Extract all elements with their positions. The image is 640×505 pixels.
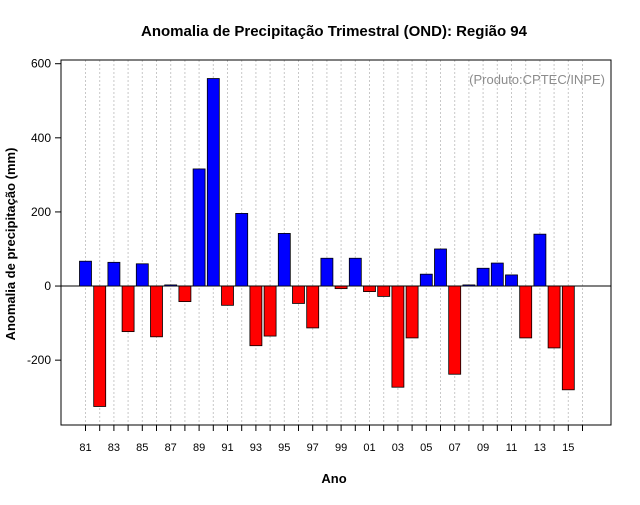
y-axis-title: Anomalia de precipitação (mm) bbox=[3, 148, 18, 341]
bar-91 bbox=[221, 285, 234, 306]
x-tick-label: 93 bbox=[250, 442, 262, 454]
bar-81 bbox=[79, 260, 92, 287]
bar-85 bbox=[135, 263, 149, 287]
bar-87 bbox=[164, 284, 178, 287]
y-axis: -200 0 200 400 600 bbox=[27, 57, 61, 367]
x-tick-label: 13 bbox=[534, 442, 546, 454]
x-tick-label: 07 bbox=[449, 442, 461, 454]
x-tick-label: 91 bbox=[221, 442, 233, 454]
bar-83 bbox=[107, 261, 121, 287]
bar-88 bbox=[178, 285, 192, 303]
bar-04 bbox=[405, 285, 419, 339]
bar-96 bbox=[292, 285, 305, 304]
bar-99 bbox=[334, 285, 348, 290]
x-tick-label: 83 bbox=[108, 442, 120, 454]
bar-89 bbox=[192, 168, 206, 287]
x-tick-label: 01 bbox=[363, 442, 375, 454]
bar-97 bbox=[306, 285, 320, 329]
bar-93 bbox=[249, 285, 263, 347]
bar-05 bbox=[419, 273, 433, 287]
x-tick-label: 11 bbox=[506, 442, 517, 454]
bar-01 bbox=[363, 285, 376, 292]
x-axis-title: Ano bbox=[321, 471, 346, 486]
x-tick-label: 95 bbox=[278, 442, 290, 454]
bars bbox=[79, 78, 575, 407]
bar-82 bbox=[93, 285, 107, 407]
bar-03 bbox=[391, 285, 405, 388]
x-tick-label: 85 bbox=[136, 442, 148, 454]
chart-title: Anomalia de Precipitação Trimestral (OND… bbox=[141, 23, 528, 40]
bar-08 bbox=[462, 284, 476, 287]
y-tick-label: 200 bbox=[31, 205, 51, 219]
x-tick-label: 89 bbox=[193, 442, 205, 454]
product-credit: (Produto:CPTEC/INPE) bbox=[469, 72, 605, 87]
bar-02 bbox=[377, 285, 391, 297]
bar-98 bbox=[320, 257, 334, 287]
bar-13 bbox=[533, 233, 547, 287]
bar-10 bbox=[490, 262, 504, 287]
y-tick-label: 600 bbox=[31, 57, 51, 71]
plot-frame bbox=[60, 59, 612, 426]
y-tick-label: 0 bbox=[44, 279, 51, 293]
bar-12 bbox=[519, 285, 533, 339]
x-tick-label: 05 bbox=[420, 442, 432, 454]
x-tick-label: 81 bbox=[79, 442, 91, 454]
x-tick-label: 87 bbox=[165, 442, 177, 454]
bar-11 bbox=[505, 274, 518, 287]
y-tick-label: -200 bbox=[27, 353, 51, 367]
x-tick-label: 15 bbox=[562, 442, 574, 454]
bar-09 bbox=[476, 267, 490, 287]
y-tick-label: 400 bbox=[31, 131, 51, 145]
x-tick-label: 99 bbox=[335, 442, 347, 454]
x-axis: 81 83 85 87 89 91 93 95 97 99 01 03 05 07 09 11 13 15 bbox=[79, 425, 583, 454]
x-tick-label: 03 bbox=[392, 442, 404, 454]
bar-94 bbox=[263, 285, 277, 337]
bar-84 bbox=[121, 285, 135, 333]
x-tick-label: 09 bbox=[477, 442, 489, 454]
bar-00 bbox=[348, 257, 362, 287]
bar-06 bbox=[434, 248, 447, 287]
bar-90 bbox=[206, 78, 220, 287]
bar-95 bbox=[277, 233, 291, 287]
bar-07 bbox=[448, 285, 462, 375]
grid-lines bbox=[85, 60, 583, 425]
bar-14 bbox=[547, 285, 561, 349]
bar-15 bbox=[561, 285, 575, 391]
x-tick-label: 97 bbox=[307, 442, 319, 454]
bar-86 bbox=[150, 285, 163, 338]
bar-92 bbox=[235, 213, 249, 287]
